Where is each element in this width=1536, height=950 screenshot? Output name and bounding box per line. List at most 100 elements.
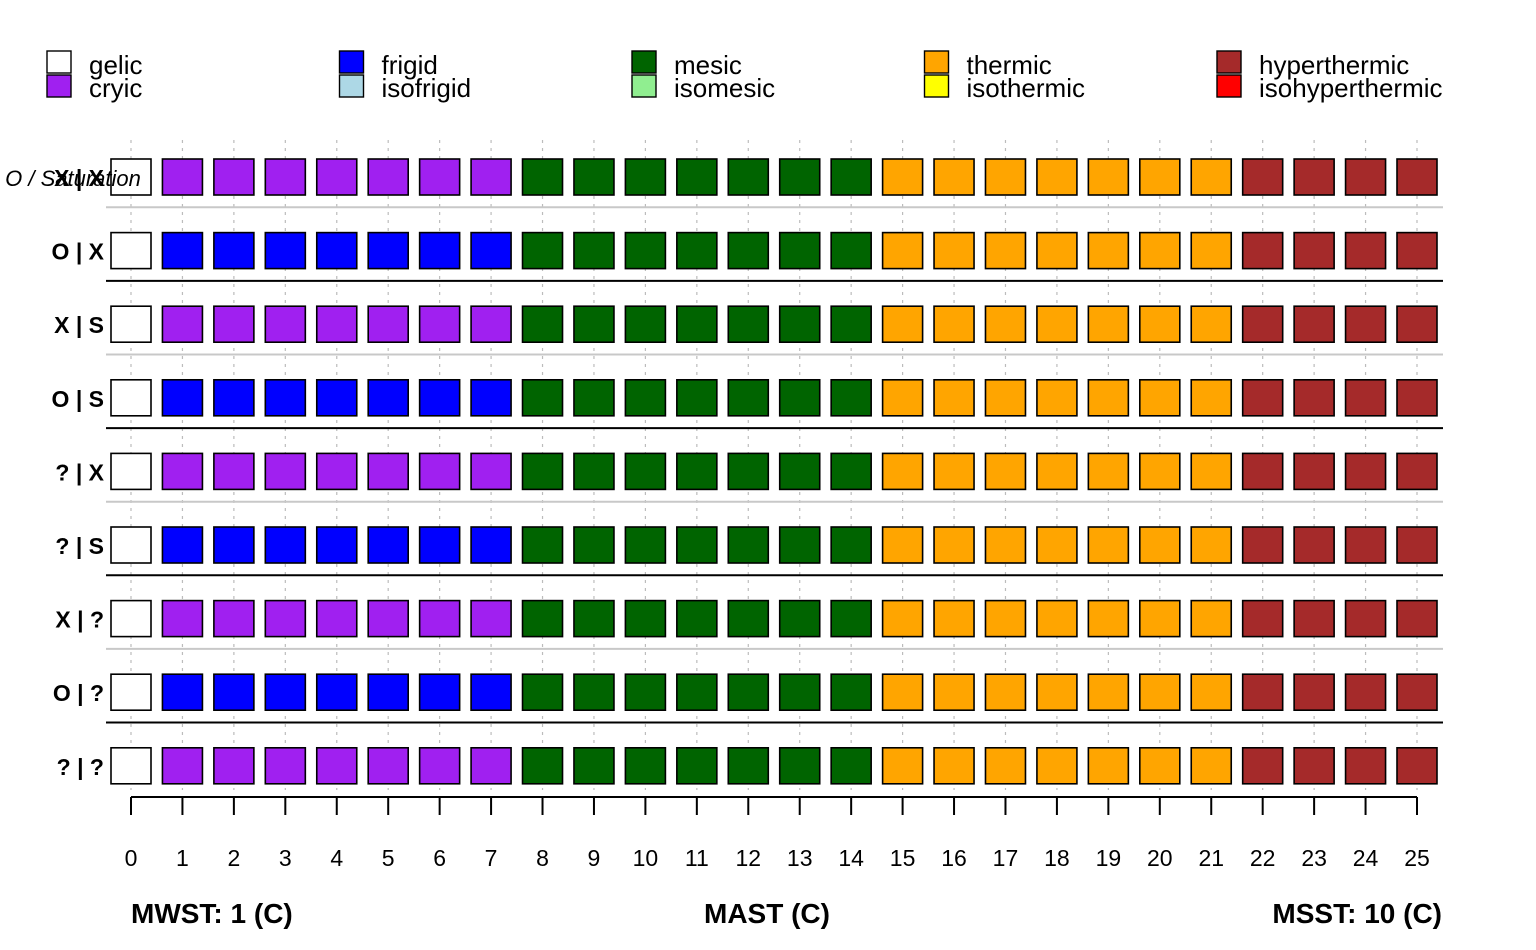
heatmap-cell [830,526,872,564]
heatmap-cell [1087,526,1130,564]
heatmap-cell [1087,378,1130,417]
heatmap-cell [624,673,667,712]
heatmap-cell [778,599,821,638]
heatmap-cell [110,526,152,564]
heatmap-cell [881,452,924,491]
legend-swatch-hyperthermic [1216,50,1242,74]
legend-label-isofrigid: isofrigid [382,73,472,103]
x-tick-label: 9 [588,845,601,871]
heatmap-cell [676,746,718,785]
heatmap-cell [881,378,924,417]
heatmap-cell [521,452,564,491]
legend-swatch-isomesic [631,74,657,98]
heatmap-cell [881,599,924,638]
heatmap-cell [1241,599,1284,638]
heatmap-cell [264,526,307,564]
heatmap-cell [676,526,718,564]
heatmap-cell [778,673,821,712]
heatmap-cell [1190,746,1233,785]
row-label: ? | ? [57,754,104,780]
x-tick-label: 4 [330,845,343,871]
heatmap-cell [161,526,204,564]
heatmap-cell [1190,452,1233,491]
heatmap-cell [727,452,770,491]
heatmap-cell [1344,231,1387,270]
heatmap-cell [933,673,975,712]
heatmap-cell [778,526,821,564]
heatmap-cell [1344,378,1387,417]
x-tick-label: 23 [1301,845,1327,871]
heatmap-cell [470,599,512,638]
x-tick-label: 7 [485,845,498,871]
heatmap-cell [676,452,718,491]
heatmap-cell [161,378,204,417]
heatmap-cell [315,746,358,785]
heatmap-cell [1087,231,1130,270]
heatmap-cell [1190,673,1233,712]
legend-label-hyperthermic: hyperthermic [1259,50,1409,80]
heatmap-cell [881,305,924,344]
heatmap-cell [1396,526,1438,564]
heatmap-cell [933,526,975,564]
heatmap-cell [110,673,152,712]
heatmap-cell [1241,378,1284,417]
heatmap-cell [521,526,564,564]
heatmap-cell [624,526,667,564]
heatmap-cell [264,305,307,344]
heatmap-cell [315,378,358,417]
heatmap-cell [1396,158,1438,196]
heatmap-cell [470,158,512,196]
heatmap-cell [1293,526,1335,564]
x-tick-label: 25 [1404,845,1430,871]
heatmap-cell [110,378,152,417]
heatmap-cell [1139,231,1181,270]
heatmap-cell [264,158,307,196]
heatmap-cell [1344,673,1387,712]
heatmap-cell [1036,378,1078,417]
heatmap-cell [624,746,667,785]
heatmap-cell [470,378,512,417]
heatmap-cell [727,378,770,417]
heatmap-cell [521,378,564,417]
x-title-left: MWST: 1 (C) [131,898,293,929]
legend-swatch-cryic [46,74,72,98]
heatmap-cell [933,378,975,417]
heatmap-cell [1241,673,1284,712]
heatmap-cell [213,746,255,785]
heatmap-cell [418,746,461,785]
heatmap-cell [984,158,1027,196]
x-axis: 0 1 2 3 4 5 6 7 8 9 10 11 12 13 14 15 16 17 18 19 20 21 22 23 24… [125,796,1430,871]
heatmap-cell [573,746,615,785]
x-tick-label: 14 [838,845,864,871]
heatmap-cell [264,746,307,785]
x-title-center: MAST (C) [704,898,830,929]
heatmap-cell [110,746,152,785]
heatmap-cell [1190,378,1233,417]
heatmap-cell [573,452,615,491]
heatmap-cell [264,231,307,270]
heatmap-cell [1396,305,1438,344]
legend-label-cryic: cryic [89,73,142,103]
heatmap-cell [933,599,975,638]
heatmap-cell [367,378,410,417]
heatmap-cell [367,673,410,712]
heatmap-cell [1293,305,1335,344]
heatmap-cell [213,526,255,564]
heatmap-cell [676,599,718,638]
heatmap-cell [573,231,615,270]
heatmap-cell [984,673,1027,712]
heatmap-cell [933,305,975,344]
heatmap-cell [984,746,1027,785]
heatmap-cell [830,746,872,785]
heatmap-cell [1139,599,1181,638]
x-tick-label: 22 [1250,845,1276,871]
legend-swatch-mesic [631,50,657,74]
heatmap-cell [1241,526,1284,564]
heatmap-cell [624,231,667,270]
heatmap-cell [1036,158,1078,196]
heatmap-cell [727,673,770,712]
heatmap-cell [161,452,204,491]
heatmap-cell [727,526,770,564]
heatmap-cell [573,378,615,417]
